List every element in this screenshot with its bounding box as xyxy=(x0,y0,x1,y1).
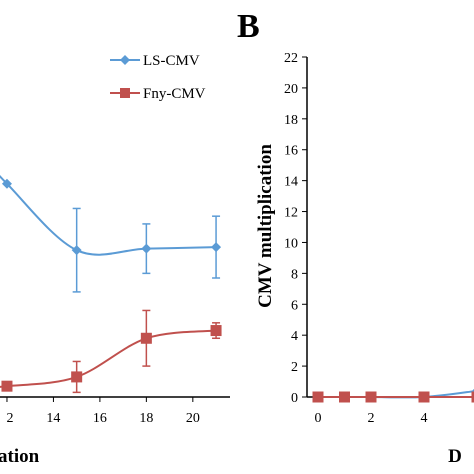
panel-a-x-axis-label: ation xyxy=(0,446,40,467)
panel-a-fny-marker xyxy=(210,325,222,337)
panel-a-x-tick-label: 14 xyxy=(46,411,60,426)
panel-b-y-tick-label: 10 xyxy=(284,236,298,251)
panel-a-ls-marker xyxy=(71,245,82,256)
panel-b-y-tick-label: 0 xyxy=(291,391,298,406)
panel-b-x-tick-label: 4 xyxy=(421,411,428,426)
panel-b-x-axis-label: D xyxy=(448,446,462,467)
panel-a-x-tick-label: 20 xyxy=(186,411,200,426)
panel-a-fny-line xyxy=(0,329,217,388)
panel-b-y-tick-label: 4 xyxy=(291,329,298,344)
panel-a-ls-marker xyxy=(1,178,12,189)
panel-b-y-tick-label: 16 xyxy=(284,144,298,159)
panel-b-label: B xyxy=(237,8,260,45)
panel-b-fny-marker xyxy=(471,391,474,403)
panel-b-y-tick-label: 12 xyxy=(284,206,298,221)
legend-fny-label: Fny-CMV xyxy=(143,86,206,102)
panel-a-x-tick-label: 16 xyxy=(93,411,107,426)
panel-b-y-tick-label: 18 xyxy=(284,113,298,128)
panel-a-fny-marker xyxy=(71,371,83,383)
panel-a-ls-marker xyxy=(141,243,152,254)
panel-a-ls-line xyxy=(0,174,217,256)
panel-b-y-axis-label: CMV multiplication xyxy=(255,144,276,308)
panel-b-fny-marker xyxy=(418,391,430,403)
legend: LS-CMV Fny-CMV xyxy=(110,53,206,102)
panel-b-fny-marker xyxy=(365,391,377,403)
panel-b-y-tick-label: 22 xyxy=(284,51,298,66)
legend-ls-marker xyxy=(120,55,130,65)
panel-b-x-tick-label: 2 xyxy=(368,411,375,426)
legend-fny-marker xyxy=(120,88,130,98)
legend-ls-label: LS-CMV xyxy=(143,53,200,69)
panel-b-fny-marker xyxy=(312,391,324,403)
panel-a-fny-marker xyxy=(140,332,152,344)
panel-b-y-tick-label: 6 xyxy=(291,298,298,313)
panel-a-x-tick-label: 2 xyxy=(6,411,13,426)
panel-a-x-tick-label: 18 xyxy=(139,411,153,426)
panel-b-fny-marker xyxy=(339,391,350,403)
panel-b-y-tick-label: 14 xyxy=(284,175,298,190)
panel-a-fny-marker xyxy=(1,380,13,392)
panel-b-y-tick-label: 20 xyxy=(284,82,298,97)
panel-b-x-tick-label: 0 xyxy=(315,411,322,426)
panel-b-y-tick-label: 2 xyxy=(291,360,298,375)
panel-b-y-tick-label: 8 xyxy=(291,267,298,282)
panel-a-ls-marker xyxy=(211,242,222,253)
